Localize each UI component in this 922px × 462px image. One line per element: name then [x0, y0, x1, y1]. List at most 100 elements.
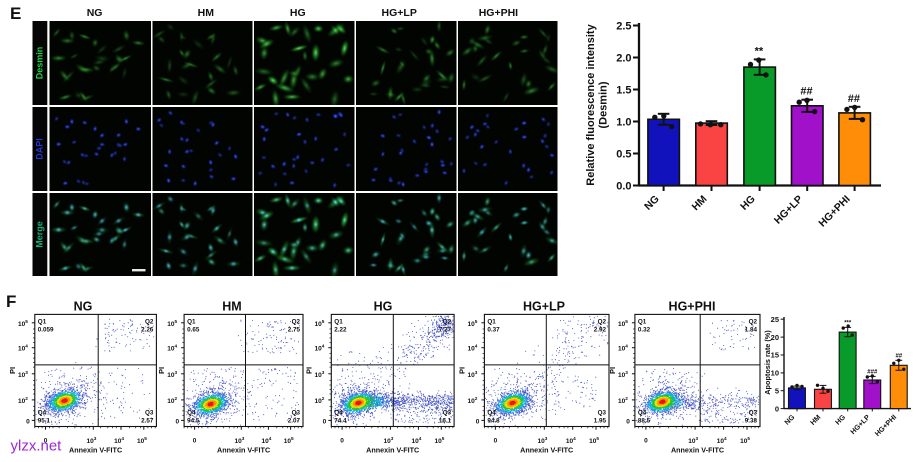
svg-text:105: 105 [589, 436, 599, 445]
svg-text:Q2: Q2 [292, 318, 301, 325]
svg-text:Annexin V-FITC: Annexin V-FITC [217, 446, 270, 455]
svg-text:0.5: 0.5 [616, 149, 631, 161]
svg-text:105: 105 [284, 436, 294, 445]
svg-text:103: 103 [167, 370, 177, 379]
svg-text:103: 103 [314, 370, 324, 379]
svg-text:0: 0 [340, 438, 344, 445]
svg-text:Q1: Q1 [487, 318, 496, 325]
svg-text:Desmin: Desmin [34, 47, 44, 80]
svg-text:2.26: 2.26 [141, 326, 154, 333]
svg-text:103: 103 [618, 370, 628, 379]
svg-text:0: 0 [626, 418, 630, 425]
svg-text:104: 104 [618, 344, 628, 353]
svg-text:Merge: Merge [34, 221, 44, 248]
svg-text:F: F [6, 292, 16, 311]
svg-text:104: 104 [167, 344, 177, 353]
svg-text:105: 105 [18, 319, 28, 328]
svg-text:7.27: 7.27 [439, 326, 452, 333]
svg-text:##: ## [848, 93, 860, 105]
svg-text:0: 0 [193, 438, 197, 445]
svg-text:HG: HG [290, 7, 306, 19]
svg-text:0.32: 0.32 [638, 326, 651, 333]
svg-text:HG+LP: HG+LP [382, 7, 417, 19]
svg-text:2.92: 2.92 [594, 326, 607, 333]
svg-text:Annexin V-FITC: Annexin V-FITC [366, 446, 419, 455]
svg-text:Relative fluorescence intensit: Relative fluorescence intensity [585, 23, 597, 185]
svg-text:##: ## [800, 86, 812, 98]
svg-text:102: 102 [314, 396, 324, 405]
svg-text:HG+LP: HG+LP [523, 300, 565, 314]
svg-text:103: 103 [86, 436, 96, 445]
svg-text:0: 0 [323, 418, 327, 425]
svg-text:105: 105 [167, 319, 177, 328]
svg-text:105: 105 [137, 436, 147, 445]
svg-text:0: 0 [494, 438, 498, 445]
svg-text:HM: HM [198, 7, 215, 19]
svg-text:102: 102 [468, 396, 478, 405]
svg-text:2.0: 2.0 [616, 53, 631, 65]
svg-text:##: ## [895, 353, 902, 359]
svg-text:103: 103 [18, 370, 28, 379]
svg-text:15: 15 [771, 351, 779, 360]
svg-text:PI: PI [608, 367, 617, 374]
svg-text:NG: NG [74, 300, 93, 314]
svg-text:1.95: 1.95 [594, 418, 607, 425]
svg-text:2.75: 2.75 [288, 326, 301, 333]
svg-text:10: 10 [771, 369, 779, 378]
svg-text:102: 102 [618, 396, 628, 405]
svg-text:0.65: 0.65 [187, 326, 200, 333]
svg-text:2.5: 2.5 [616, 21, 631, 33]
svg-text:Q4: Q4 [38, 410, 47, 417]
svg-text:2.22: 2.22 [334, 326, 347, 333]
svg-text:105: 105 [740, 436, 750, 445]
svg-text:25: 25 [771, 315, 779, 324]
svg-text:105: 105 [314, 319, 324, 328]
svg-text:PI: PI [157, 367, 166, 374]
svg-text:0.059: 0.059 [38, 326, 54, 333]
svg-text:103: 103 [468, 370, 478, 379]
svg-text:Q3: Q3 [443, 410, 452, 417]
svg-text:0.37: 0.37 [487, 326, 500, 333]
svg-text:20: 20 [771, 333, 779, 342]
svg-text:Q1: Q1 [187, 318, 196, 325]
svg-text:103: 103 [537, 436, 547, 445]
svg-text:9.38: 9.38 [745, 418, 758, 425]
svg-text:Q4: Q4 [334, 410, 343, 417]
svg-text:Q3: Q3 [749, 410, 758, 417]
svg-text:Q3: Q3 [292, 410, 301, 417]
svg-text:103: 103 [688, 436, 698, 445]
svg-text:104: 104 [114, 436, 124, 445]
svg-text:Q1: Q1 [38, 318, 47, 325]
svg-text:PI: PI [304, 367, 313, 374]
svg-text:1.5: 1.5 [616, 85, 631, 97]
svg-text:105: 105 [618, 319, 628, 328]
svg-text:ylzx.net: ylzx.net [11, 438, 63, 455]
svg-text:Annexin V-FITC: Annexin V-FITC [671, 446, 724, 455]
svg-text:HG+PHI: HG+PHI [669, 300, 716, 314]
svg-text:E: E [10, 4, 21, 23]
svg-text:16.1: 16.1 [439, 418, 452, 425]
svg-text:104: 104 [717, 436, 727, 445]
svg-text:Q2: Q2 [443, 318, 452, 325]
svg-text:###: ### [867, 369, 878, 375]
svg-text:0: 0 [476, 418, 480, 425]
svg-text:102: 102 [18, 396, 28, 405]
svg-text:HG+PHI: HG+PHI [479, 7, 518, 19]
svg-text:2.57: 2.57 [141, 418, 154, 425]
svg-text:105: 105 [434, 436, 444, 445]
svg-text:74.4: 74.4 [334, 418, 347, 425]
svg-text:Q3: Q3 [145, 410, 154, 417]
svg-text:Q4: Q4 [638, 410, 647, 417]
svg-text:HM: HM [222, 300, 241, 314]
svg-text:Q1: Q1 [334, 318, 343, 325]
svg-text:95.1: 95.1 [38, 418, 51, 425]
svg-text:Q3: Q3 [598, 410, 607, 417]
svg-text:0: 0 [175, 418, 179, 425]
svg-text:Apoptosis rate (%): Apoptosis rate (%) [763, 330, 772, 395]
svg-text:105: 105 [468, 319, 478, 328]
svg-text:**: ** [755, 45, 764, 57]
svg-text:PI: PI [457, 367, 466, 374]
svg-text:2.07: 2.07 [288, 418, 301, 425]
svg-text:1.84: 1.84 [745, 326, 758, 333]
svg-text:104: 104 [412, 436, 422, 445]
